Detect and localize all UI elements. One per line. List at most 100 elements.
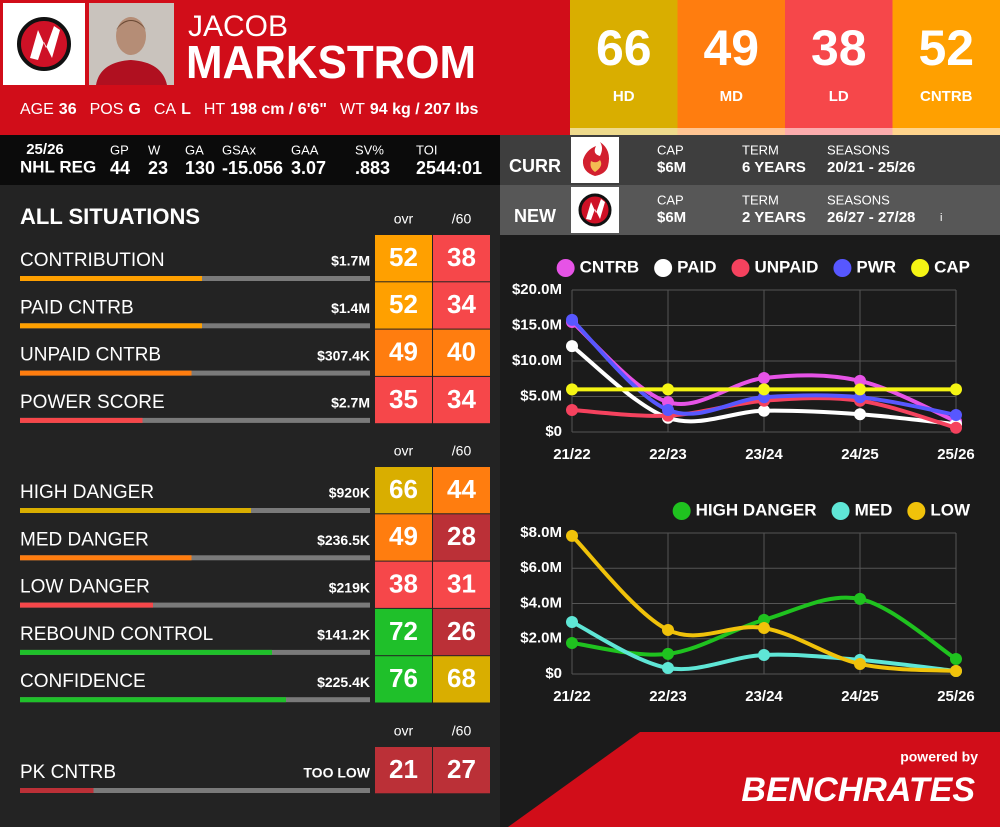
metric-bar-track <box>20 417 370 423</box>
per60-cell <box>433 235 490 282</box>
legend-label: HIGH DANGER <box>696 500 817 519</box>
stat-value: -15.056 <box>222 158 283 178</box>
legend-swatch <box>731 259 750 277</box>
x-tick-label: 21/22 <box>553 688 591 705</box>
contract-label: SEASONS <box>827 192 890 207</box>
bio-value: G <box>128 101 140 118</box>
legend-swatch <box>911 259 930 277</box>
metric-amount: $225.4K <box>317 674 370 690</box>
metric-label: LOW DANGER <box>20 577 150 598</box>
series-point <box>662 623 674 636</box>
metric-label: CONTRIBUTION <box>20 250 165 271</box>
contract-label: TERM <box>742 192 779 207</box>
footer-band <box>508 732 1000 827</box>
section-title: ALL SITUATIONS <box>20 204 200 229</box>
y-tick-label: $2.0M <box>520 630 562 647</box>
series-point <box>662 647 674 660</box>
column-header: ovr <box>394 443 414 459</box>
score-value: 49 <box>703 20 759 76</box>
contract-value: $6M <box>657 209 686 226</box>
metric-label: PAID CNTRB <box>20 297 134 318</box>
metric-bar <box>20 417 143 423</box>
ovr-cell <box>375 376 432 424</box>
metric-bar-track <box>20 602 370 608</box>
per60-value: 34 <box>447 289 476 319</box>
score-label: HD <box>613 88 635 105</box>
metric-bar <box>20 649 272 655</box>
x-tick-label: 24/25 <box>841 688 879 705</box>
score-box <box>785 0 893 128</box>
series-point <box>566 383 578 396</box>
x-tick-label: 25/26 <box>937 446 975 463</box>
per60-value: 38 <box>447 242 476 272</box>
series-point <box>566 616 578 629</box>
ovr-value: 52 <box>389 242 418 272</box>
ovr-cell <box>375 561 432 608</box>
y-tick-label: $20.0M <box>512 281 562 298</box>
series-point <box>662 662 674 675</box>
score-stripe-tint <box>785 128 893 135</box>
per60-cell <box>433 376 490 424</box>
series-point <box>758 372 770 385</box>
metric-bar-track <box>20 370 370 376</box>
contract-type: NEW <box>514 206 556 226</box>
per60-value: 28 <box>447 521 476 551</box>
column-header: /60 <box>452 443 472 459</box>
score-label: LD <box>829 88 849 105</box>
contract-label: TERM <box>742 142 779 157</box>
contract-logo <box>582 142 609 176</box>
score-label: MD <box>720 88 743 105</box>
last-name: MARKSTROM <box>186 36 476 88</box>
legend-label: MED <box>855 500 893 519</box>
series-point <box>758 383 770 396</box>
ovr-value: 21 <box>389 754 418 784</box>
series-point <box>758 404 770 417</box>
season: 25/26 <box>26 141 64 158</box>
metric-bar <box>20 323 202 329</box>
ovr-cell <box>375 747 432 794</box>
stat-value: 3.07 <box>291 158 326 178</box>
ovr-value: 52 <box>389 289 418 319</box>
stat-label: GSAx <box>222 142 256 157</box>
metric-bar <box>20 697 286 703</box>
per60-value: 27 <box>447 754 476 784</box>
metric-amount: $141.2K <box>317 627 370 643</box>
x-tick-label: 25/26 <box>937 688 975 705</box>
legend-swatch <box>654 259 673 277</box>
stat-value: 2544:01 <box>416 158 482 178</box>
per60-cell <box>433 561 490 608</box>
series-point <box>758 648 770 661</box>
player-silhouette <box>96 17 167 85</box>
legend-swatch <box>556 259 575 277</box>
metric-label: CONFIDENCE <box>20 671 146 692</box>
ovr-value: 66 <box>389 474 418 504</box>
stat-label: TOI <box>416 142 437 157</box>
contract-note: i <box>940 212 942 224</box>
contract-label: CAP <box>657 142 684 157</box>
score-box <box>570 0 678 128</box>
bio-value: 94 kg / 207 lbs <box>370 101 479 118</box>
bio-label: AGE <box>20 101 54 118</box>
score-box <box>892 0 1000 128</box>
contract-value: 6 YEARS <box>742 159 806 176</box>
y-tick-label: $0 <box>545 423 562 440</box>
series-point <box>662 383 674 396</box>
powered-by: powered by <box>900 749 978 765</box>
series-point <box>566 636 578 649</box>
contract-value: 26/27 - 27/28 <box>827 209 915 226</box>
metric-amount: $920K <box>329 485 370 501</box>
per60-cell <box>433 608 490 656</box>
per60-value: 34 <box>447 384 476 414</box>
bio-value: L <box>181 101 191 118</box>
ovr-cell <box>375 608 432 656</box>
score-label: CNTRB <box>920 88 973 105</box>
score-value: 66 <box>596 20 652 76</box>
ovr-value: 49 <box>389 336 418 366</box>
x-tick-label: 21/22 <box>553 446 591 463</box>
bio-value: 36 <box>59 101 77 118</box>
metric-amount: TOO LOW <box>303 765 370 781</box>
bio-label: WT <box>340 101 365 118</box>
ovr-value: 35 <box>389 384 418 414</box>
y-tick-label: $4.0M <box>520 594 562 611</box>
legend-swatch <box>831 502 850 520</box>
